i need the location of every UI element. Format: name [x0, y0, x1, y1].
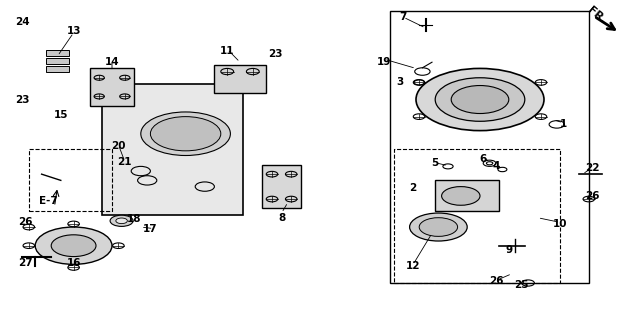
- Circle shape: [141, 112, 230, 156]
- Text: 4: 4: [492, 161, 500, 171]
- Text: 26: 26: [585, 191, 599, 201]
- Text: 23: 23: [15, 95, 29, 104]
- Text: 2: 2: [409, 183, 417, 193]
- Text: 3: 3: [396, 77, 404, 87]
- Text: 27: 27: [19, 258, 33, 268]
- Circle shape: [110, 215, 133, 226]
- Bar: [102, 84, 243, 215]
- Text: 5: 5: [431, 158, 439, 168]
- Bar: [46, 58, 69, 64]
- Bar: [90, 68, 134, 106]
- Text: 13: 13: [67, 26, 81, 36]
- Text: 21: 21: [118, 157, 132, 167]
- Text: 18: 18: [127, 214, 141, 224]
- Circle shape: [435, 78, 525, 121]
- Text: 7: 7: [399, 12, 407, 22]
- Text: 12: 12: [406, 261, 420, 271]
- Text: 11: 11: [220, 46, 234, 56]
- Text: 14: 14: [105, 57, 119, 67]
- Circle shape: [35, 227, 112, 264]
- Circle shape: [116, 218, 127, 224]
- Circle shape: [442, 187, 480, 205]
- Bar: [435, 180, 499, 211]
- Text: 25: 25: [515, 280, 529, 290]
- Text: E-7: E-7: [38, 196, 58, 206]
- Circle shape: [416, 68, 544, 131]
- Text: 23: 23: [268, 49, 282, 59]
- Text: 17: 17: [143, 224, 157, 234]
- Bar: [262, 165, 301, 208]
- Text: 8: 8: [278, 213, 285, 223]
- Text: 1: 1: [559, 119, 567, 129]
- Text: 20: 20: [111, 141, 125, 151]
- Text: 26: 26: [489, 276, 503, 286]
- Circle shape: [410, 213, 467, 241]
- Text: 22: 22: [585, 163, 599, 173]
- Bar: [390, 11, 589, 283]
- Text: 26: 26: [19, 217, 33, 227]
- Text: 19: 19: [377, 57, 391, 67]
- Text: 24: 24: [15, 17, 29, 27]
- Circle shape: [150, 117, 221, 151]
- Bar: [214, 65, 266, 93]
- Bar: [29, 149, 112, 211]
- Text: 10: 10: [553, 219, 567, 229]
- Circle shape: [451, 86, 509, 114]
- Bar: [394, 149, 560, 283]
- Circle shape: [419, 218, 458, 236]
- Bar: [46, 66, 69, 72]
- Text: 9: 9: [505, 245, 513, 255]
- Text: 16: 16: [67, 258, 81, 268]
- Bar: [46, 50, 69, 56]
- Text: 6: 6: [479, 154, 487, 164]
- Text: 15: 15: [54, 110, 68, 120]
- Circle shape: [51, 235, 96, 257]
- Text: FR.: FR.: [586, 4, 608, 26]
